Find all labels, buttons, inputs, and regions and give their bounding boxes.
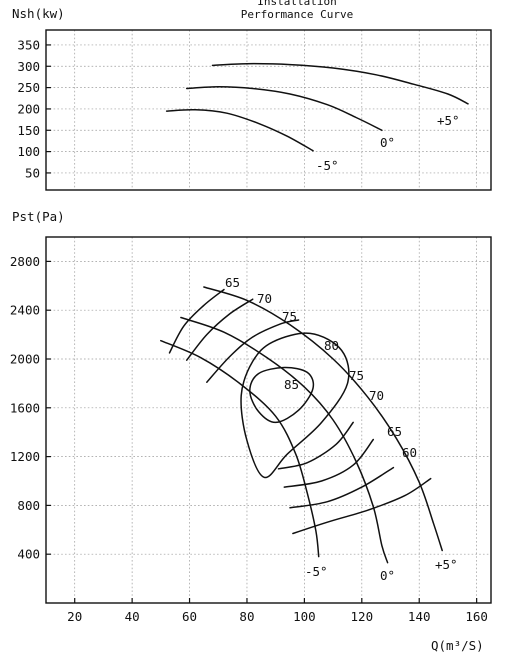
eff-label-80: 80 [324, 338, 339, 353]
power-chart-panel: Nsh(kw) 50 100 150 200 250 300 350 +5° 0° -5° [12, 6, 492, 191]
power-label-0: 0° [380, 135, 395, 150]
eff-label-60: 60 [402, 445, 417, 460]
blade-angle-curve-line [203, 286, 443, 552]
pressure-y-tick-label: 400 [17, 547, 40, 562]
x-tick-label: 140 [408, 609, 431, 624]
chart-title-line1: Installation [257, 0, 336, 8]
x-tick-label: 60 [182, 609, 197, 624]
efficiency-curve-line [185, 298, 254, 361]
pressure-y-tick-label: 1200 [10, 449, 40, 464]
pressure-y-tick-label: 1600 [10, 400, 40, 415]
power-y-tick-label: 200 [17, 101, 40, 116]
power-curve-line [165, 108, 314, 152]
x-axis-ticks: 20 40 60 80 100 120 140 160 [67, 598, 488, 624]
power-curve-line [185, 85, 383, 132]
pressure-plot-frame [45, 236, 492, 604]
blade-label-0: 0° [380, 568, 395, 583]
chart-title-line2: Performance Curve [241, 8, 354, 21]
eff-label-70-right: 70 [369, 388, 384, 403]
pressure-y-tick-label: 800 [17, 498, 40, 513]
power-y-tick-label: 150 [17, 123, 40, 138]
blade-angle-curve-line [160, 339, 320, 558]
pressure-y-axis-label: Pst(Pa) [12, 209, 65, 224]
power-y-axis-label: Nsh(kw) [12, 6, 65, 21]
power-y-ticks: 50 100 150 200 250 300 350 [17, 37, 51, 180]
power-y-tick-label: 250 [17, 80, 40, 95]
power-y-tick-label: 300 [17, 59, 40, 74]
pressure-gridlines [46, 237, 491, 603]
efficiency-curve-line [249, 366, 315, 424]
pressure-y-tick-label: 2000 [10, 352, 40, 367]
efficiency-curve-line [277, 421, 354, 470]
x-axis-label: Q(m³/S) [431, 638, 484, 653]
power-y-tick-label: 100 [17, 144, 40, 159]
eff-label-70-top: 70 [257, 291, 272, 306]
x-tick-label: 160 [465, 609, 488, 624]
pressure-y-tick-label: 2800 [10, 254, 40, 269]
x-tick-label: 40 [125, 609, 140, 624]
eff-label-65-right: 65 [387, 424, 402, 439]
power-curve-line [211, 62, 469, 105]
blade-label-minus5: -5° [305, 564, 328, 579]
power-label-plus5: +5° [437, 113, 460, 128]
x-tick-label: 120 [351, 609, 374, 624]
power-label-minus5: -5° [316, 158, 339, 173]
eff-label-75-top: 75 [282, 309, 297, 324]
x-tick-label: 100 [293, 609, 316, 624]
blade-angle-curves [160, 286, 443, 564]
efficiency-curve-line [168, 288, 225, 354]
efficiency-curve-line [292, 477, 432, 535]
blade-angle-curve-line [180, 316, 389, 564]
eff-label-75-right: 75 [349, 368, 364, 383]
efficiency-curves [168, 288, 432, 535]
power-y-tick-label: 50 [25, 165, 40, 180]
x-tick-label: 80 [239, 609, 254, 624]
pressure-y-tick-label: 2400 [10, 303, 40, 318]
eff-label-85: 85 [284, 377, 299, 392]
pressure-chart-panel: Pst(Pa) 400 800 1200 1600 2000 2400 2800 20 40 6… [10, 209, 492, 653]
power-plot-frame [45, 29, 492, 191]
eff-label-65-top: 65 [225, 275, 240, 290]
x-tick-label: 20 [67, 609, 82, 624]
power-curves [165, 62, 469, 152]
efficiency-curve-line [206, 319, 300, 383]
pressure-y-ticks: 400 800 1200 1600 2000 2400 2800 [10, 254, 51, 562]
efficiency-curve-line [283, 438, 375, 488]
efficiency-curve-line [240, 332, 350, 479]
power-y-tick-label: 350 [17, 37, 40, 52]
power-gridlines [46, 30, 491, 190]
efficiency-curve-line [289, 466, 395, 509]
blade-label-plus5: +5° [435, 557, 458, 572]
